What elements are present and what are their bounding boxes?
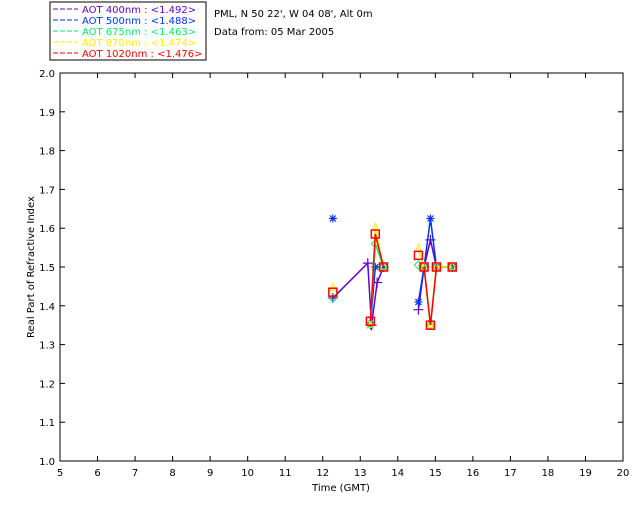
data-point-triangle xyxy=(366,318,375,328)
data-point-asterisk xyxy=(371,263,380,271)
series-line xyxy=(332,261,385,326)
x-tick-label: 9 xyxy=(207,468,213,479)
data-point-square xyxy=(447,262,457,272)
y-tick-label: 1.7 xyxy=(39,185,55,196)
y-tick-label: 1.6 xyxy=(39,224,55,235)
x-tick-label: 20 xyxy=(617,468,630,479)
x-tick-label: 19 xyxy=(579,468,592,479)
legend-entry: AOT 675nm : <1.463> xyxy=(82,27,196,38)
y-tick-label: 1.9 xyxy=(39,108,55,119)
x-tick-label: 15 xyxy=(429,468,442,479)
y-tick-label: 1.2 xyxy=(39,379,55,390)
data-point-square xyxy=(378,262,389,272)
y-tick-label: 1.4 xyxy=(39,302,55,313)
legend-entry: AOT 500nm : <1.488> xyxy=(82,16,196,27)
x-tick-label: 6 xyxy=(94,468,100,479)
x-tick-label: 5 xyxy=(57,468,63,479)
x-tick-label: 14 xyxy=(391,468,404,479)
data-point-square xyxy=(328,287,338,297)
data-point-plus xyxy=(413,304,424,315)
y-tick-label: 1.5 xyxy=(39,263,55,274)
x-tick-label: 11 xyxy=(279,468,292,479)
x-tick-label: 10 xyxy=(241,468,254,479)
data-point-triangle xyxy=(448,260,456,270)
x-tick-label: 18 xyxy=(542,468,555,479)
data-point-triangle xyxy=(329,282,337,291)
x-tick-label: 17 xyxy=(504,468,517,479)
legend-entry: AOT 400nm : <1.492> xyxy=(82,5,196,16)
title-line-2: Data from: 05 Mar 2005 xyxy=(214,27,334,38)
data-point-square xyxy=(370,229,381,239)
data-point-square xyxy=(425,320,436,330)
y-tick-label: 1.8 xyxy=(39,147,55,158)
series-line xyxy=(423,266,438,326)
legend-entry: AOT 870nm : <1.474> xyxy=(82,38,196,49)
y-tick-label: 1.1 xyxy=(39,418,55,429)
data-point-asterisk xyxy=(414,297,423,306)
data-point-triangle xyxy=(379,260,388,270)
y-tick-label: 2.0 xyxy=(39,69,55,80)
title-line-1: PML, N 50 22', W 04 08', Alt 0m xyxy=(214,9,373,20)
axes: 5 6 7 8 9 10 11 12 13 14 15 16 17 18 19 20 1.0 1.1 1.2 1.3 1… xyxy=(39,69,629,479)
data-point-square xyxy=(413,250,424,261)
legend-entry: AOT 1020nm : <1.476> xyxy=(82,49,202,60)
x-tick-label: 13 xyxy=(354,468,367,479)
x-axis-label: Time (GMT) xyxy=(311,483,370,494)
x-tick-label: 7 xyxy=(132,468,138,479)
legend: AOT 400nm : <1.492>AOT 500nm : <1.488>AO… xyxy=(53,5,202,60)
data-point-asterisk xyxy=(426,214,435,223)
data-point-square xyxy=(365,316,376,327)
data-point-asterisk xyxy=(328,214,337,223)
x-tick-label: 12 xyxy=(316,468,329,479)
y-tick-label: 1.0 xyxy=(39,457,55,468)
data-point-triangle xyxy=(426,318,435,328)
y-tick-label: 1.3 xyxy=(39,341,55,352)
series-line xyxy=(417,218,453,303)
y-axis-label: Real Part of Refractive Index xyxy=(26,196,37,338)
series-line xyxy=(369,233,385,322)
plot-area xyxy=(59,72,624,462)
data-point-square xyxy=(419,262,429,272)
x-tick-label: 16 xyxy=(466,468,479,479)
data-point-plus xyxy=(362,258,373,269)
x-tick-label: 8 xyxy=(169,468,175,479)
data-marks xyxy=(327,214,458,331)
data-point-square xyxy=(431,262,442,272)
